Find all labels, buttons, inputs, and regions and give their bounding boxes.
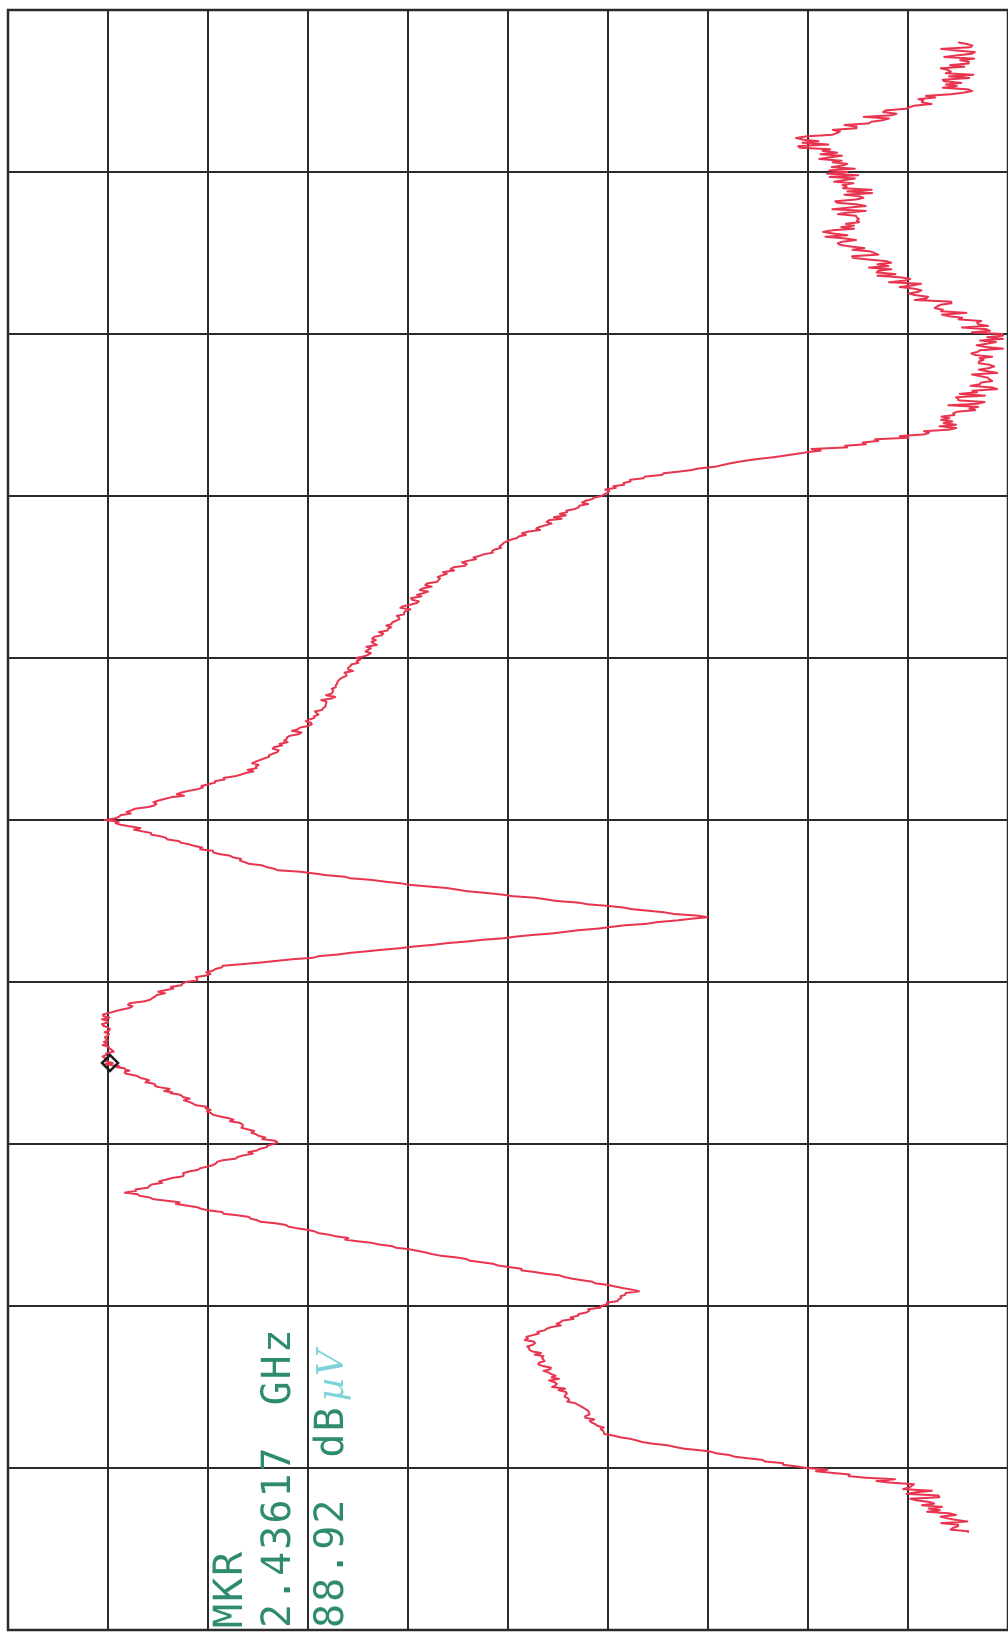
plot-grid — [8, 10, 1008, 1630]
marker-readout: MKR 2.43617GHz 88.92dBµV — [206, 1327, 353, 1628]
marker-diamond — [100, 1053, 120, 1073]
spectrum-trace — [101, 41, 1004, 1534]
marker-level: 88.92dBµV — [307, 1346, 353, 1628]
plot-frame — [6, 8, 1008, 1632]
marker-frequency: 2.43617GHz — [254, 1327, 300, 1628]
marker-label: MKR — [206, 1550, 252, 1628]
